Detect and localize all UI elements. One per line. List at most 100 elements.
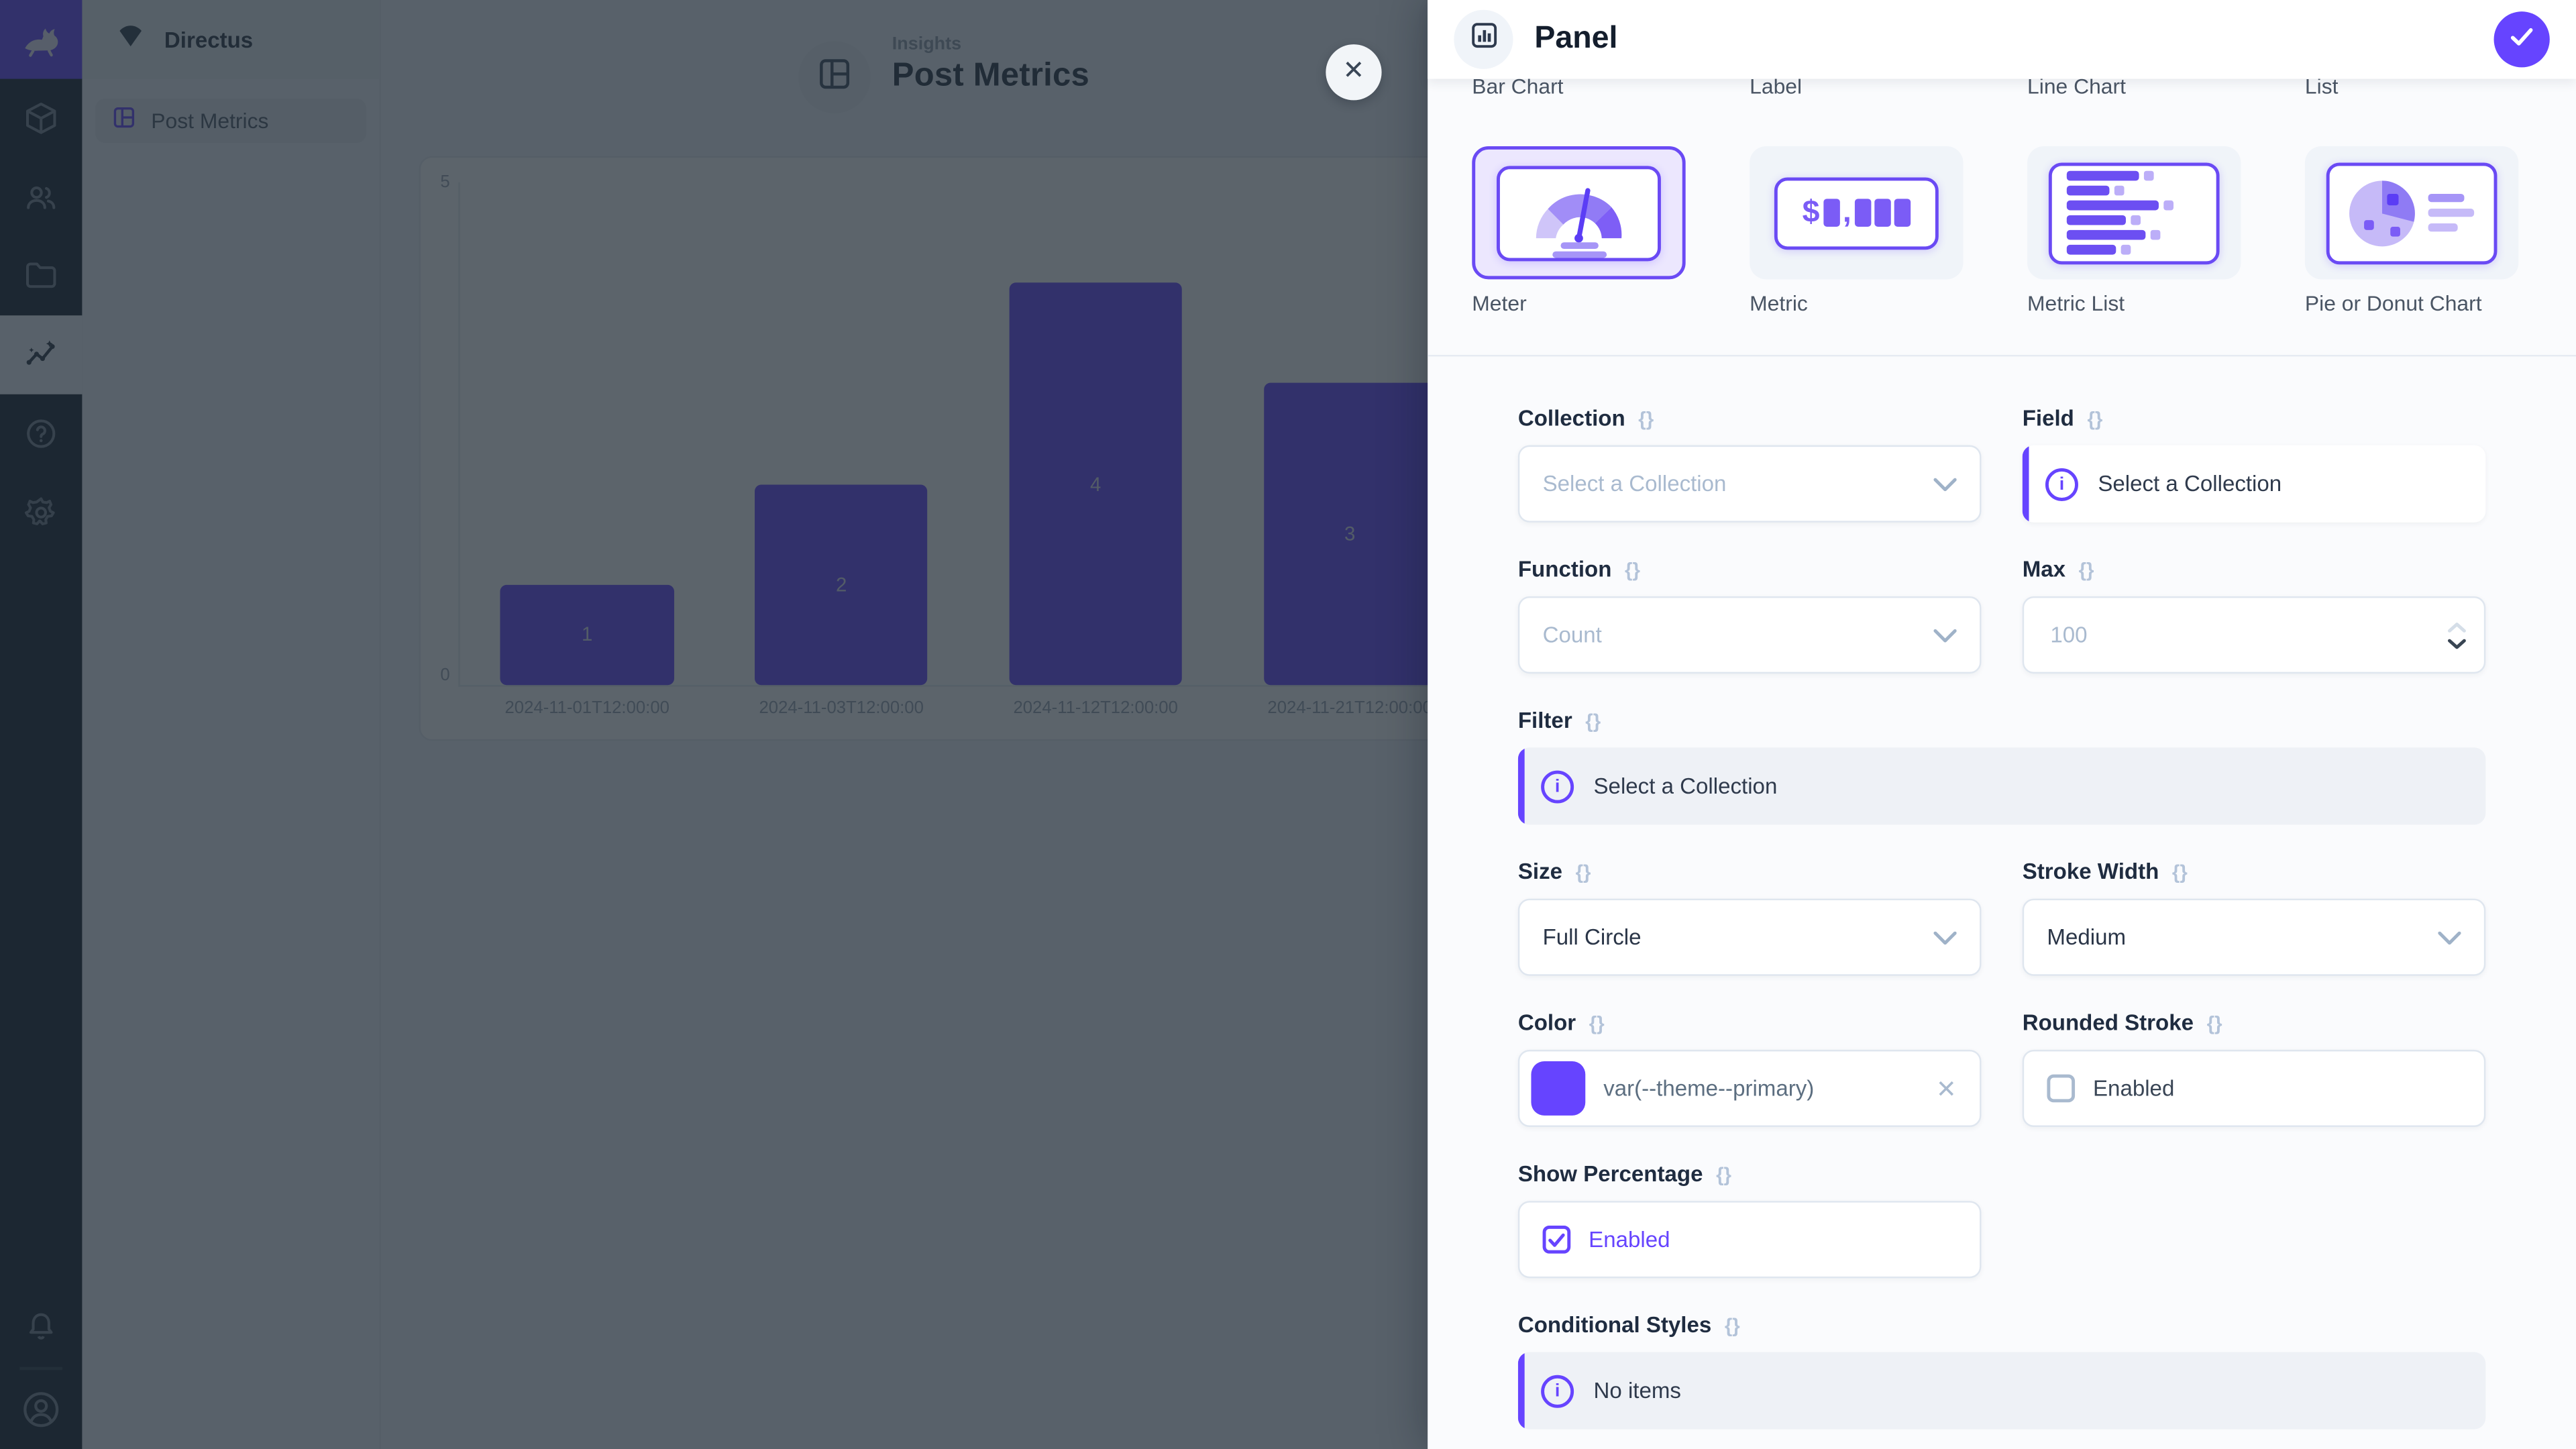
type-label-metric-list[interactable]: Metric List <box>2027 290 2125 316</box>
chevron-down-icon <box>2447 638 2466 649</box>
function-label: Function{} <box>1517 557 1640 582</box>
panel-type-row: $, <box>1428 146 2576 280</box>
size-value: Full Circle <box>1542 924 1642 950</box>
collection-label: Collection{} <box>1517 405 1654 431</box>
collection-select[interactable]: Select a Collection <box>1517 445 1982 523</box>
type-label-line-chart[interactable]: Line Chart <box>2027 78 2126 99</box>
rounded-stroke-control: Enabled <box>2022 1049 2486 1127</box>
raw-value-icon[interactable]: {} <box>1589 1011 1605 1034</box>
show-percentage-control: Enabled <box>1517 1201 1982 1279</box>
raw-value-icon[interactable]: {} <box>2206 1011 2222 1034</box>
type-label-meter[interactable]: Meter <box>1472 290 1527 316</box>
filter-notice-text: Select a Collection <box>1593 773 1778 799</box>
chevron-up-icon <box>2447 621 2466 632</box>
type-card-metric-list[interactable] <box>2027 146 2241 280</box>
drawer-header: Panel <box>1428 0 2576 79</box>
metric-list-thumbnail-icon <box>2048 162 2220 264</box>
raw-value-icon[interactable]: {} <box>1585 708 1601 733</box>
field-field: Field{} i Select a Collection <box>2022 405 2486 523</box>
filter-label: Filter{} <box>1517 708 1601 733</box>
panel-type-labels: Meter Metric Metric List Pie or Donut Ch… <box>1428 289 2576 319</box>
field-notice: i Select a Collection <box>2022 445 2486 523</box>
panel-drawer: Panel Bar Chart Label Line Chart List <box>1428 0 2576 1449</box>
type-label-metric[interactable]: Metric <box>1750 290 1808 316</box>
clear-icon[interactable]: ✕ <box>1935 1075 1957 1104</box>
stroke-width-select[interactable]: Medium <box>2022 898 2486 976</box>
panel-type-row-scrolled: Bar Chart Label Line Chart List <box>1428 79 2576 102</box>
chevron-down-icon <box>1933 469 1957 498</box>
color-swatch[interactable] <box>1531 1061 1586 1116</box>
rounded-stroke-checkbox[interactable] <box>2047 1074 2076 1103</box>
field-rounded-stroke: Rounded Stroke{} Enabled <box>2022 1010 2486 1127</box>
max-label: Max{} <box>2022 557 2094 582</box>
drawer-title: Panel <box>1534 21 1618 56</box>
panel-options-form: Collection{} Select a Collection Field{}… <box>1517 356 2486 1449</box>
number-stepper[interactable] <box>2447 621 2466 649</box>
show-percentage-checkbox-label[interactable]: Enabled <box>1589 1227 1670 1252</box>
type-card-pie[interactable] <box>2304 146 2519 280</box>
field-show-percentage: Show Percentage{} Enabled <box>1517 1161 1982 1279</box>
raw-value-icon[interactable]: {} <box>1575 860 1591 883</box>
raw-value-icon[interactable]: {} <box>2078 557 2094 581</box>
close-icon: ✕ <box>1342 57 1365 86</box>
info-icon: i <box>1541 1374 1574 1407</box>
raw-value-icon[interactable]: {} <box>1638 407 1654 430</box>
field-color: Color{} var(--theme--primary) ✕ <box>1517 1010 1982 1127</box>
pie-thumbnail-icon <box>2326 162 2498 264</box>
stroke-width-label: Stroke Width{} <box>2022 859 2188 884</box>
section-divider <box>1428 354 2576 357</box>
field-size: Size{} Full Circle <box>1517 859 1982 976</box>
raw-value-icon[interactable]: {} <box>1724 1313 1740 1337</box>
color-value: var(--theme--primary) <box>1603 1076 1815 1101</box>
chevron-down-icon <box>2438 922 2461 952</box>
field-function: Function{} Count <box>1517 557 1982 674</box>
field-collection: Collection{} Select a Collection <box>1517 405 1982 523</box>
conditional-styles-label: Conditional Styles{} <box>1517 1312 1740 1338</box>
meter-thumbnail-icon <box>1497 165 1661 261</box>
stroke-width-value: Medium <box>2047 924 2127 950</box>
chevron-down-icon <box>1933 922 1957 952</box>
save-panel-button[interactable] <box>2493 11 2550 68</box>
field-stroke-width: Stroke Width{} Medium <box>2022 859 2486 976</box>
color-input[interactable]: var(--theme--primary) ✕ <box>1517 1049 1982 1127</box>
metric-thumbnail-icon: $, <box>1774 176 1939 250</box>
field-conditional-styles: Conditional Styles{} i No items <box>1517 1312 2486 1430</box>
conditional-styles-notice-text: No items <box>1593 1378 1681 1403</box>
max-input-wrap <box>2022 596 2486 674</box>
function-select[interactable]: Count <box>1517 596 1982 674</box>
type-label-list[interactable]: List <box>2304 78 2339 99</box>
check-icon <box>2509 25 2535 54</box>
function-placeholder: Count <box>1542 623 1602 647</box>
panel-icon-badge <box>1454 9 1513 69</box>
size-select[interactable]: Full Circle <box>1517 898 1982 976</box>
max-input[interactable] <box>2047 621 2461 649</box>
drawer-content: Bar Chart Label Line Chart List <box>1428 79 2576 1449</box>
raw-value-icon[interactable]: {} <box>2171 860 2188 883</box>
field-label: Field{} <box>2022 405 2103 431</box>
color-label: Color{} <box>1517 1010 1605 1035</box>
close-drawer-button[interactable]: ✕ <box>1326 44 1382 101</box>
field-notice-text: Select a Collection <box>2098 471 2282 496</box>
collection-placeholder: Select a Collection <box>1542 471 1727 496</box>
type-card-metric[interactable]: $, <box>1750 146 1964 280</box>
type-label-pie[interactable]: Pie or Donut Chart <box>2304 290 2482 316</box>
raw-value-icon[interactable]: {} <box>1625 557 1640 581</box>
raw-value-icon[interactable]: {} <box>1716 1162 1731 1185</box>
filter-notice: i Select a Collection <box>1517 747 2486 825</box>
show-percentage-label: Show Percentage{} <box>1517 1161 1731 1187</box>
raw-value-icon[interactable]: {} <box>2087 407 2103 430</box>
conditional-styles-notice: i No items <box>1517 1352 2486 1430</box>
rounded-stroke-label: Rounded Stroke{} <box>2022 1010 2222 1035</box>
rounded-stroke-checkbox-label[interactable]: Enabled <box>2092 1076 2175 1101</box>
type-card-meter[interactable] <box>1472 146 1686 280</box>
type-label-label[interactable]: Label <box>1750 78 1803 99</box>
type-label-bar-chart[interactable]: Bar Chart <box>1472 78 1564 99</box>
field-max: Max{} <box>2022 557 2486 674</box>
info-icon: i <box>1541 769 1574 803</box>
field-filter: Filter{} i Select a Collection <box>1517 708 2486 825</box>
size-label: Size{} <box>1517 859 1591 884</box>
show-percentage-checkbox[interactable] <box>1542 1225 1571 1254</box>
info-icon: i <box>2045 467 2078 500</box>
check-icon <box>1548 1232 1565 1246</box>
